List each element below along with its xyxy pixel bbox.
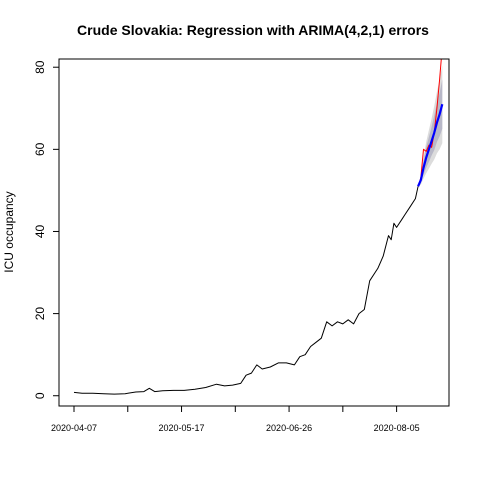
y-tick-label: 0 xyxy=(33,392,47,399)
chart-title: Crude Slovakia: Regression with ARIMA(4,… xyxy=(77,22,429,38)
y-tick-label: 20 xyxy=(33,307,47,321)
x-tick-label: 2020-08-05 xyxy=(374,423,420,433)
forecast-intervals xyxy=(418,65,443,187)
forecast-interval-80 xyxy=(418,79,443,187)
series-line-forecast xyxy=(417,103,444,187)
series-line-observed xyxy=(73,186,419,395)
y-tick-label: 80 xyxy=(33,60,47,74)
forecast-interval-95 xyxy=(418,65,443,187)
y-tick-label: 60 xyxy=(33,142,47,156)
y-tick-label: 40 xyxy=(33,224,47,238)
x-tick-label: 2020-04-07 xyxy=(51,423,97,433)
plot-box xyxy=(58,58,450,407)
y-axis-label: ICU occupancy xyxy=(2,191,16,272)
series-lines xyxy=(73,59,444,395)
x-tick-label: 2020-05-17 xyxy=(159,423,205,433)
x-tick-label: 2020-06-26 xyxy=(266,423,312,433)
axes: 0 20 40 60 80 2020-04-07 2020-05-17 2020-06-26 2… xyxy=(33,60,419,433)
